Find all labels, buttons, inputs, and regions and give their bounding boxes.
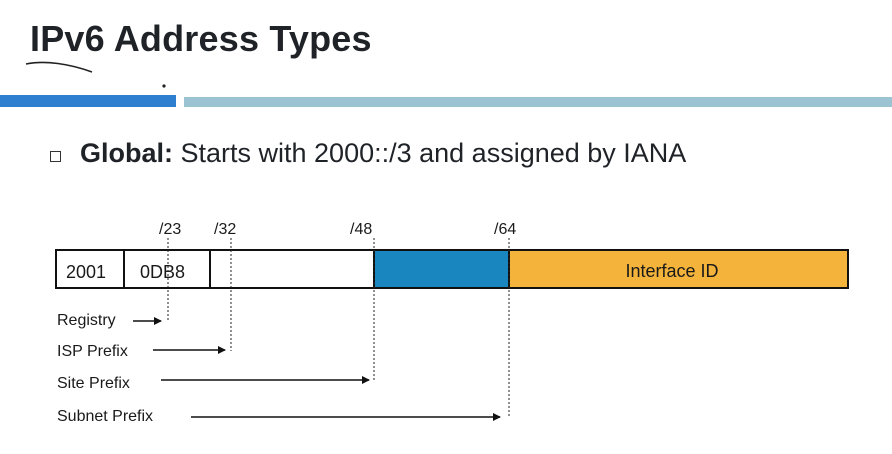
prefix-marker-23: /23	[159, 221, 181, 238]
bullet-label: Global:	[80, 138, 173, 168]
bullet-description: Starts with 2000::/3 and assigned by IAN…	[173, 138, 687, 168]
field-text-2001: 2001	[66, 262, 106, 282]
arrow-label-registry: Registry	[57, 312, 116, 329]
field-subnet	[373, 249, 510, 289]
arrow-label-site-prefix: Site Prefix	[57, 375, 130, 392]
ink-underline-scribble	[25, 61, 166, 88]
prefix-marker-48: /48	[350, 221, 372, 238]
slide-title: IPv6 Address Types	[30, 18, 372, 59]
header-rule-bar	[184, 97, 892, 107]
arrow-label-subnet-prefix: Subnet Prefix	[57, 408, 153, 425]
field-text-0db8: 0DB8	[140, 262, 185, 282]
header-accent-bar	[0, 95, 176, 107]
bullet-square-icon	[50, 151, 61, 162]
field-registry-2001	[55, 249, 125, 289]
field-site	[209, 249, 375, 289]
bullet-text: Global: Starts with 2000::/3 and assigne…	[80, 138, 686, 169]
arrow-label-isp-prefix: ISP Prefix	[57, 343, 128, 360]
prefix-marker-64: /64	[494, 221, 516, 238]
field-text-interface-id: Interface ID	[625, 261, 718, 281]
field-interface-id	[508, 249, 849, 289]
prefix-marker-32: /32	[214, 221, 236, 238]
